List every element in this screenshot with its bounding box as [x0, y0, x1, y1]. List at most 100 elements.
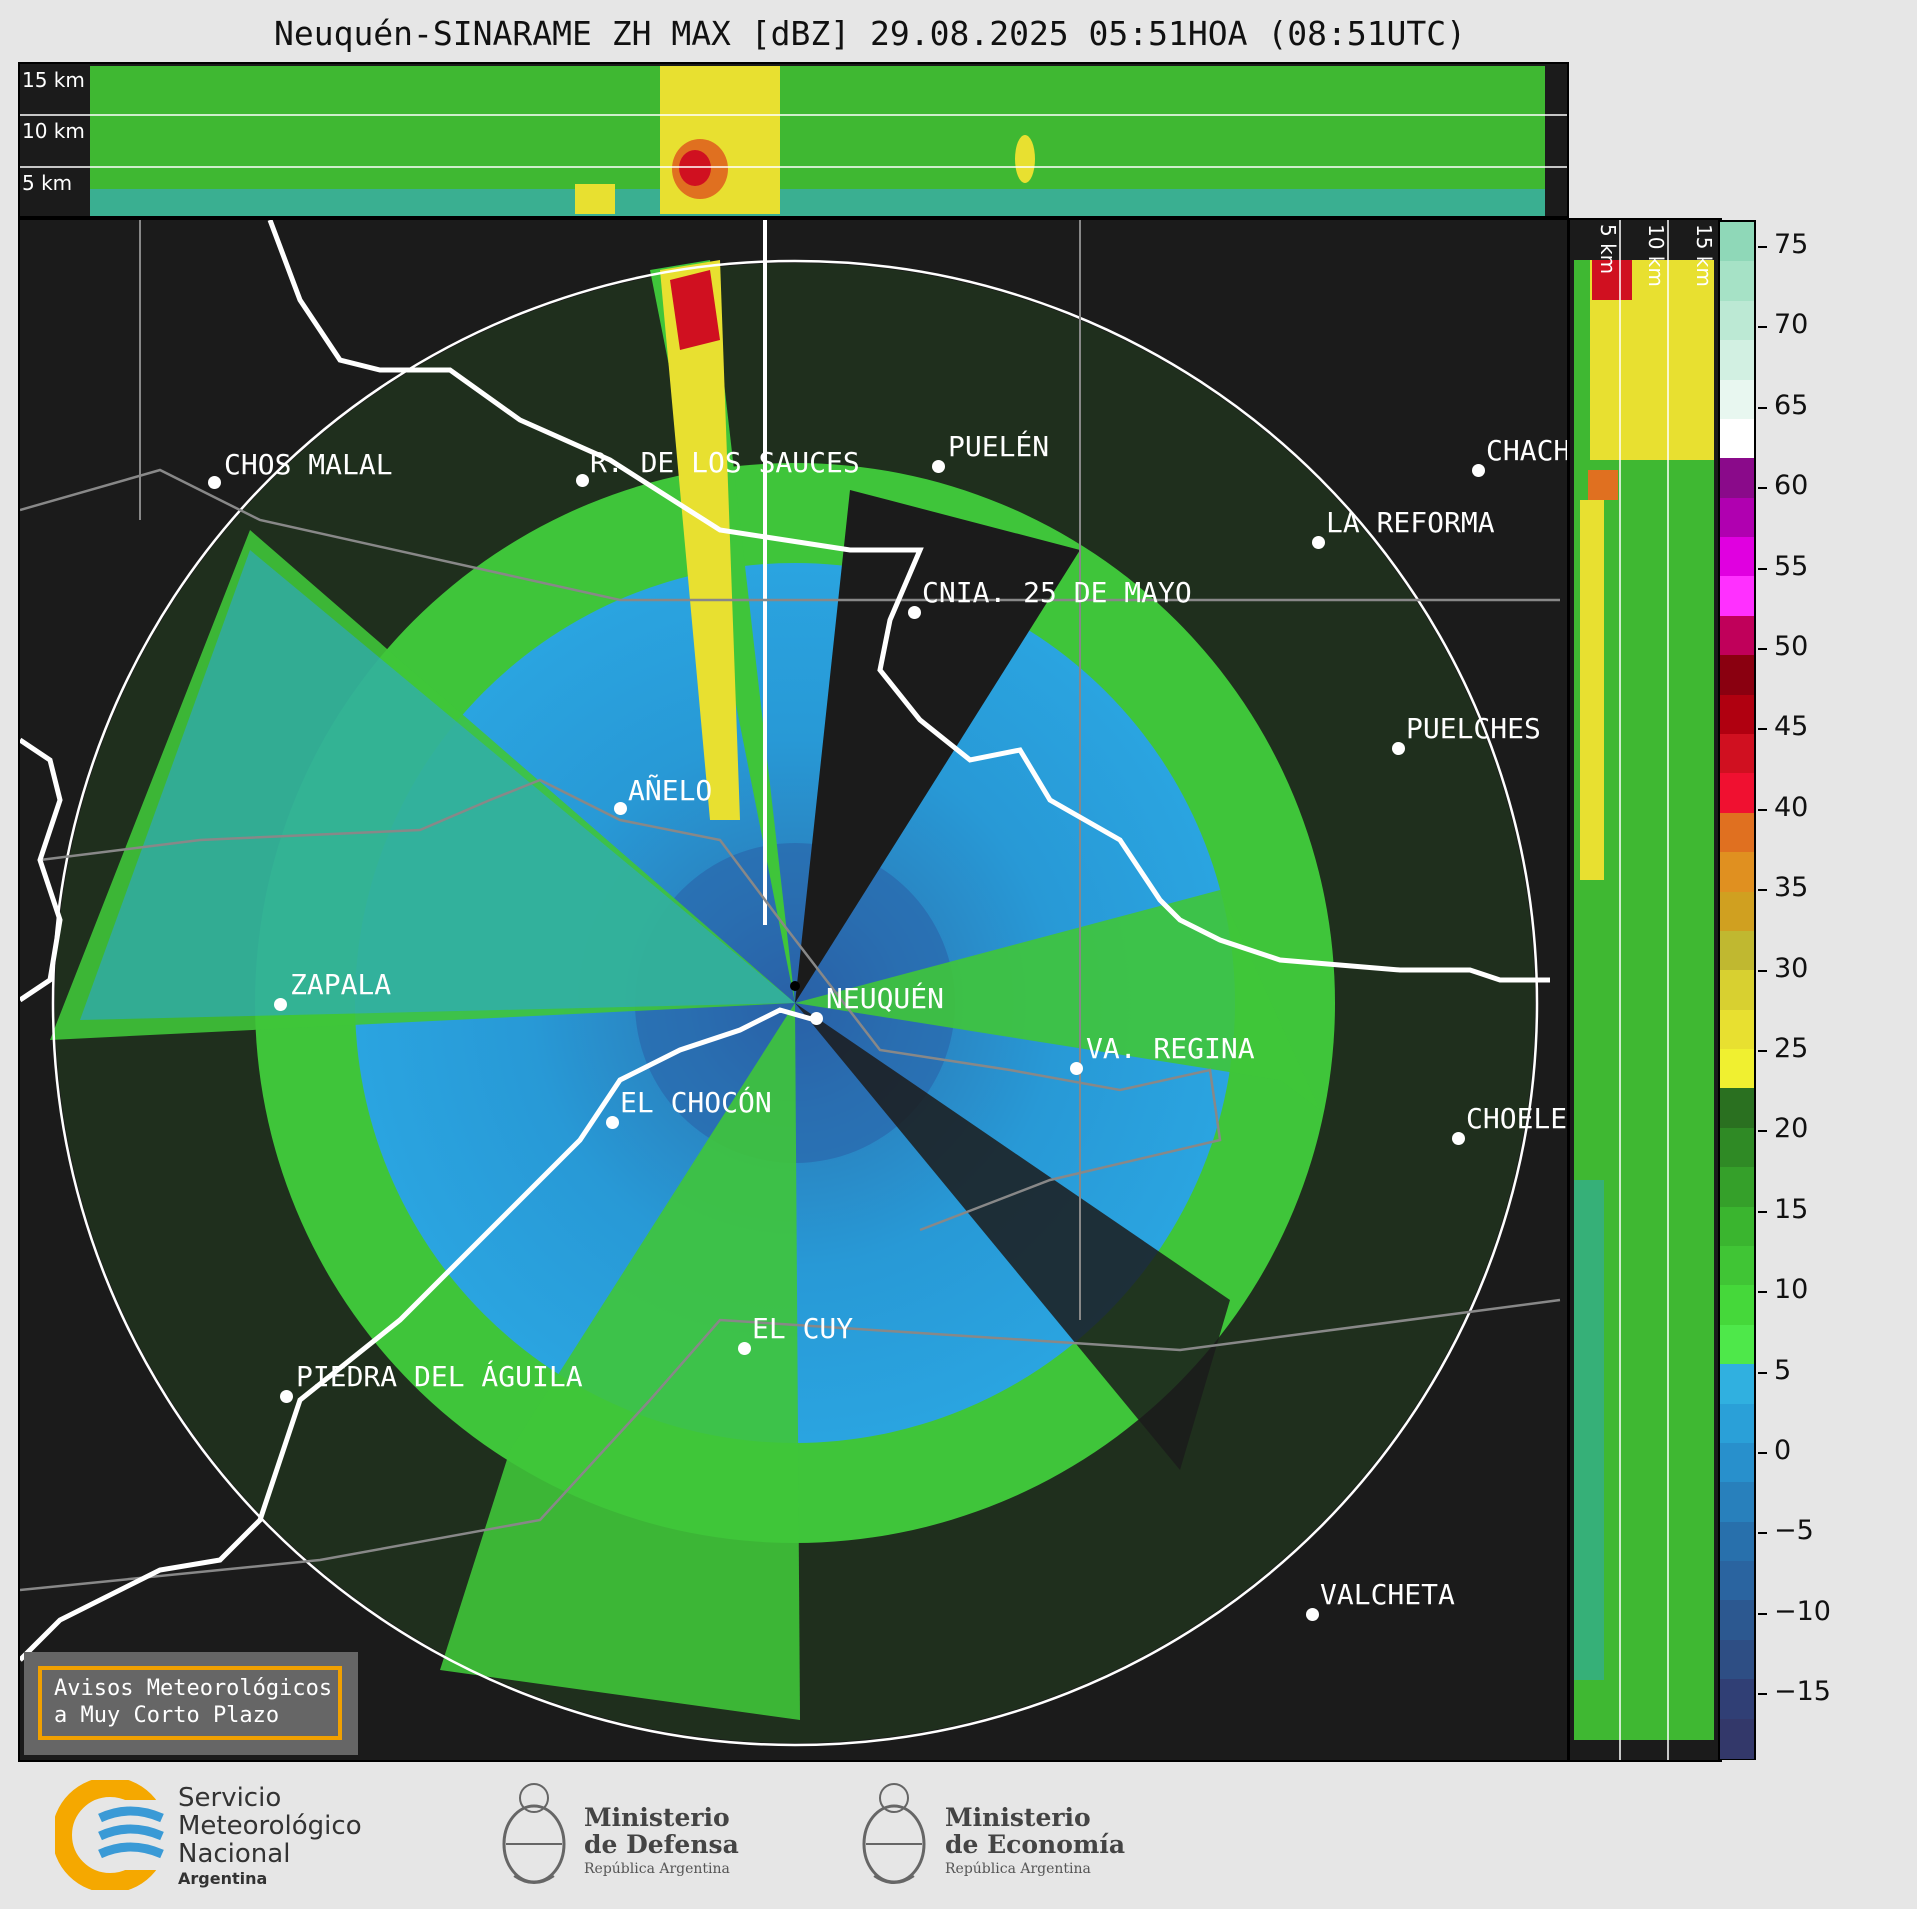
colorbar-band [1720, 812, 1754, 854]
colorbar-tick-label: 20 [1774, 1113, 1809, 1145]
top-height-label: 15 km [22, 68, 85, 92]
city-label: CHOELE [1466, 1102, 1568, 1135]
colorbar-tick [1758, 567, 1767, 570]
city-label: NEUQUÉN [826, 982, 945, 1015]
city-dot [606, 1116, 619, 1129]
colorbar-tick [1758, 406, 1767, 409]
aviso-box: Avisos Meteorológicos a Muy Corto Plazo [24, 1652, 358, 1755]
economia-logo-text: República Argentina [945, 1861, 1091, 1877]
radar-map-image [20, 220, 1561, 1747]
city-label: EL CUY [752, 1312, 854, 1345]
colorbar-band [1720, 891, 1754, 932]
colorbar-tick [1758, 1371, 1767, 1374]
colorbar-band [1720, 1324, 1754, 1366]
colorbar-band [1720, 1364, 1754, 1405]
aviso-line-1: Avisos Meteorológicos [54, 1676, 333, 1701]
city-label: CNIA. 25 DE MAYO [922, 576, 1192, 609]
city-dot [1070, 1062, 1083, 1075]
colorbar-tick [1758, 1291, 1767, 1294]
colorbar-tick [1758, 648, 1767, 650]
defensa-logo-text: Ministerio [584, 1803, 730, 1832]
city-label: AÑELO [628, 774, 713, 807]
colorbar-band [1720, 1088, 1754, 1129]
city-label: LA REFORMA [1326, 506, 1495, 539]
city-dot [908, 606, 921, 619]
city-dot [280, 1390, 293, 1403]
colorbar-band [1720, 1639, 1754, 1681]
colorbar-band [1720, 1167, 1754, 1208]
top-cross-section-image [20, 66, 1567, 216]
colorbar-tick [1758, 728, 1767, 731]
side-cross-section-image [1574, 220, 1714, 1760]
colorbar-tick-label: 75 [1774, 229, 1809, 260]
smn-logo-text: Nacional [178, 1839, 291, 1869]
colorbar-band [1720, 379, 1754, 420]
colorbar-band [1720, 300, 1754, 342]
colorbar-tick-label: −5 [1774, 1515, 1814, 1547]
colorbar-band [1720, 1561, 1754, 1602]
city-dot [810, 1012, 823, 1025]
colorbar-band [1720, 1206, 1754, 1247]
colorbar-tick [1758, 1210, 1767, 1213]
colorbar-tick-label: −10 [1774, 1595, 1831, 1627]
smn-logo-text: Servicio [178, 1783, 282, 1813]
economia-logo-text: Ministerio [945, 1803, 1091, 1832]
city-label: ZAPALA [290, 968, 392, 1001]
colorbar-band [1720, 261, 1754, 302]
colorbar-band [1720, 852, 1754, 893]
colorbar-tick-label: −15 [1774, 1676, 1831, 1708]
side-height-label: 5 km [1596, 224, 1620, 275]
colorbar-band [1720, 418, 1754, 460]
city-dot [1472, 464, 1485, 477]
colorbar-band [1720, 1442, 1754, 1484]
city-dot [274, 998, 287, 1011]
city-dot [932, 460, 945, 473]
colorbar-tick [1758, 326, 1767, 329]
colorbar-tick-label: 10 [1774, 1274, 1809, 1306]
aviso-line-2: a Muy Corto Plazo [54, 1703, 280, 1728]
colorbar-tick [1758, 487, 1767, 490]
colorbar-band [1720, 340, 1754, 381]
chart-title: Neuquén-SINARAME ZH MAX [dBZ] 29.08.2025… [273, 14, 1467, 53]
city-dot [1312, 536, 1325, 549]
top-height-label: 10 km [22, 119, 85, 143]
side-height-label: 15 km [1692, 224, 1716, 287]
colorbar-tick-label: 25 [1774, 1033, 1809, 1064]
city-dot [1306, 1608, 1319, 1621]
smn-logo-text: Meteorológico [178, 1811, 362, 1841]
colorbar-tick [1758, 889, 1767, 892]
city-dot [1392, 742, 1405, 755]
colorbar-band [1720, 1127, 1754, 1169]
colorbar-band [1720, 1521, 1754, 1563]
coat-of-arms-icon [502, 1783, 566, 1884]
city-dot [614, 802, 627, 815]
city-label: VA. REGINA [1086, 1032, 1255, 1065]
colorbar-band [1720, 1600, 1754, 1641]
colorbar-band [1720, 1285, 1754, 1326]
city-dot [576, 474, 589, 487]
colorbar-band [1720, 655, 1754, 696]
colorbar-tick-label: 35 [1774, 872, 1809, 904]
coat-of-arms-icon [862, 1783, 926, 1884]
colorbar-tick [1758, 1130, 1767, 1133]
colorbar-band [1720, 773, 1754, 814]
colorbar-tick-label: 65 [1774, 389, 1809, 421]
dbz-colorbar [1718, 220, 1756, 1760]
city-label: VALCHETA [1320, 1578, 1455, 1611]
colorbar-tick-label: 15 [1774, 1193, 1809, 1225]
colorbar-tick [1758, 1050, 1767, 1052]
city-label: R. DE LOS SAUCES [590, 446, 860, 479]
colorbar-band [1720, 1009, 1754, 1051]
colorbar-tick [1758, 1693, 1767, 1696]
city-dot [1452, 1132, 1465, 1145]
colorbar-band [1720, 497, 1754, 539]
city-label: PUELÉN [948, 430, 1050, 463]
top-cross-section-panel: 15 km 10 km 5 km [18, 62, 1569, 218]
colorbar-band [1720, 734, 1754, 775]
colorbar-band [1720, 615, 1754, 657]
colorbar-band [1720, 576, 1754, 617]
colorbar-band [1720, 694, 1754, 735]
colorbar-band [1720, 1718, 1754, 1759]
top-height-label: 5 km [22, 171, 73, 195]
defensa-logo-text: República Argentina [584, 1861, 730, 1877]
